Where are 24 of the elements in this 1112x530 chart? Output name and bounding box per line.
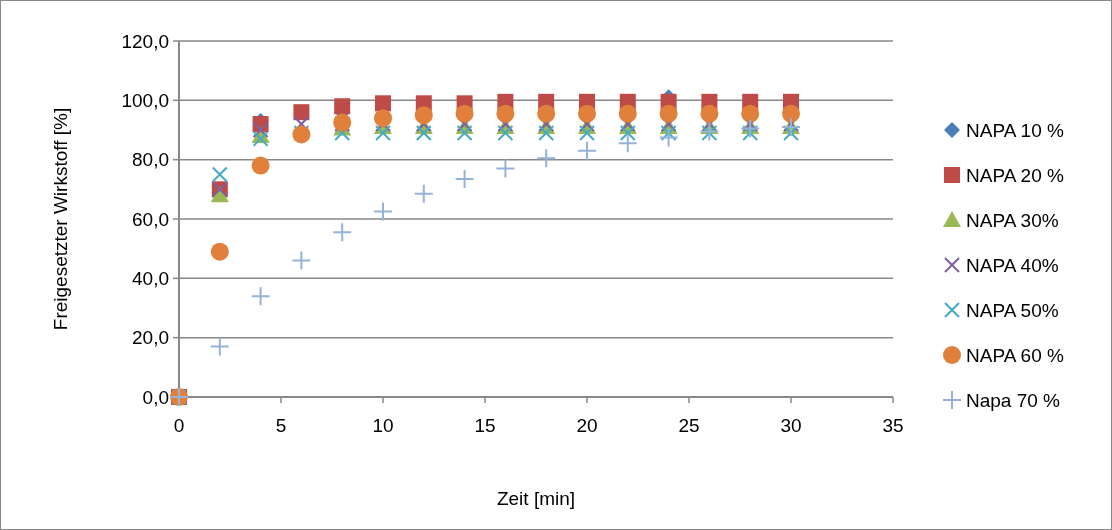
y-tick-label: 80,0 bbox=[132, 149, 169, 171]
x-axis-title: Zeit [min] bbox=[496, 488, 576, 509]
legend-label: Napa 70 % bbox=[966, 389, 1061, 411]
x-tick-label: 30 bbox=[780, 415, 802, 436]
y-axis-title: Freigesetzter Wirkstoff [%] bbox=[50, 107, 71, 331]
legend-label: NAPA 50% bbox=[966, 299, 1059, 321]
y-tick-label: 60,0 bbox=[132, 208, 169, 230]
legend-label: NAPA 30% bbox=[966, 209, 1059, 231]
x-tick-label: 0 bbox=[173, 415, 185, 436]
legend-label: NAPA 10 % bbox=[966, 119, 1064, 141]
legend-label: NAPA 60 % bbox=[966, 344, 1064, 366]
x-tick-label: 10 bbox=[372, 415, 394, 436]
x-tick-label: 20 bbox=[576, 415, 598, 436]
legend-label: NAPA 40% bbox=[966, 254, 1059, 276]
y-tick-label: 40,0 bbox=[132, 267, 169, 289]
x-tick-label: 5 bbox=[275, 415, 287, 436]
x-tick-label: 15 bbox=[474, 415, 496, 436]
y-tick-label: 100,0 bbox=[121, 89, 169, 111]
legend-label: NAPA 20 % bbox=[966, 164, 1064, 186]
y-tick-label: 0,0 bbox=[142, 386, 169, 408]
x-tick-label: 35 bbox=[882, 415, 904, 436]
y-tick-label: 120,0 bbox=[121, 30, 169, 52]
x-tick-label: 25 bbox=[678, 415, 700, 436]
y-tick-label: 20,0 bbox=[132, 327, 169, 349]
